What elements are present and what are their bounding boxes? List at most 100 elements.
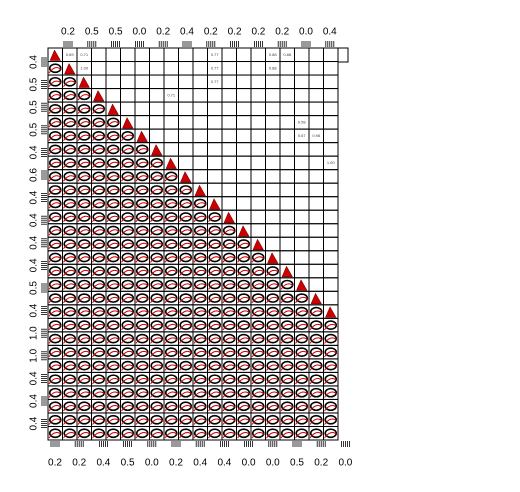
loess-line [92,310,106,317]
bottom-tick-label: 0.2 [314,458,328,469]
loess-line [77,310,91,317]
panel [134,101,150,117]
loess-line [324,377,338,385]
loess-line [179,364,193,371]
scatter-cloud [63,279,77,290]
panel [207,169,223,184]
loess-line [48,283,62,290]
loess-line [48,107,62,114]
loess-line [193,256,207,263]
scatter-cloud [164,306,178,317]
scatter-cloud [77,239,91,249]
scatter-cloud [324,374,338,385]
panel [308,223,324,238]
scatter-cloud [92,347,106,357]
loess-line [280,391,294,398]
loess-line [92,202,106,209]
loess-line [135,256,149,263]
scatter-cloud [193,279,207,290]
panel [250,115,266,130]
histogram [180,171,192,183]
scatter-cloud [77,360,91,371]
loess-line [63,350,77,358]
scatter-cloud [92,144,106,155]
loess-line [295,377,309,385]
loess-line [179,350,193,358]
panel [250,182,266,198]
scatter-cloud [48,158,62,168]
loess-line [309,350,323,358]
loess-line [251,350,265,358]
histogram [151,144,163,156]
loess-line [135,296,149,304]
scatter-cloud [135,171,149,182]
scatter-cloud [121,428,135,439]
scatter-cloud [150,333,164,344]
scatter-cloud [251,252,265,263]
left-tick-label: 0.4 [29,55,40,69]
loess-line [77,283,91,290]
correlation: 0.71 [167,92,176,97]
panel [91,74,107,90]
scatter-cloud [106,401,120,412]
scatter-cloud [208,279,222,290]
scatter-cloud [106,414,120,425]
loess-line [208,432,222,439]
panel [192,61,208,76]
loess-line [222,364,236,371]
loess-line [63,94,77,101]
scatter-cloud [164,279,178,290]
loess-line [179,215,193,223]
loess-line [92,256,106,263]
loess-line [92,188,106,195]
loess-line [266,283,280,290]
loess-line [92,242,106,250]
loess-line [48,242,62,250]
loess-line [106,296,120,304]
scatter-cloud [222,414,236,425]
panel [236,209,252,225]
panel [279,196,295,211]
scatter-cloud [208,401,222,412]
scatter-cloud [208,266,222,276]
scatter-cloud [150,306,164,317]
loess-line [179,256,193,263]
panel [294,74,310,90]
scatter-cloud [48,63,62,74]
scatter-cloud [266,414,280,425]
scatter-cloud [150,266,164,276]
loess-line [63,432,77,439]
histogram [78,76,90,88]
loess-line [63,161,77,168]
loess-line [106,364,120,371]
panel [236,169,252,184]
correlation: 0.77 [211,79,220,84]
scatter-cloud [92,212,106,222]
loess-line [295,310,309,317]
scatter-cloud [222,401,236,412]
scatter-cloud [266,320,280,330]
scatter-cloud [208,428,222,439]
loess-line [63,377,77,385]
panel [308,74,324,90]
panel [221,196,237,211]
loess-line [266,310,280,317]
loess-line [295,432,309,439]
scatter-cloud [179,293,193,303]
loess-line [48,364,62,371]
scatter-cloud [193,401,207,412]
scatter-cloud [77,212,91,222]
scatter-cloud [63,401,77,412]
loess-line [208,323,222,331]
correlation: 0.98 [312,133,321,138]
loess-line [150,350,164,358]
panel [294,101,310,117]
loess-line [266,377,280,385]
histogram [296,279,308,291]
loess-line [208,283,222,290]
scatter-cloud [63,185,77,195]
loess-line [77,134,91,141]
loess-line [222,269,236,277]
scatter-cloud [164,347,178,357]
loess-line [150,242,164,250]
